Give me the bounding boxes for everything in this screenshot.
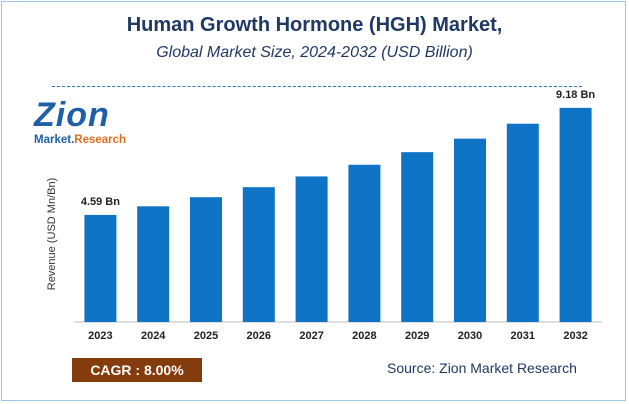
x-tick-label: 2031 [511, 330, 535, 342]
bar-2029 [401, 152, 434, 322]
x-tick-label: 2024 [141, 330, 166, 342]
data-label-2023: 4.59 Bn [81, 196, 120, 208]
bar-2032 [559, 107, 592, 322]
chart-subtitle: Global Market Size, 2024-2032 (USD Billi… [156, 44, 473, 61]
x-tick-label: 2029 [405, 330, 429, 342]
source-text: Source: Zion Market Research [387, 360, 577, 376]
bar-2031 [506, 123, 539, 322]
x-tick-label: 2027 [299, 330, 323, 342]
zion-logo: Zion Market.Research [32, 96, 136, 148]
x-tick-label: 2026 [247, 330, 271, 342]
data-label-2032: 9.18 Bn [556, 89, 595, 101]
x-tick-label: 2030 [458, 330, 482, 342]
bar-2023 [84, 214, 117, 322]
logo-sub-right: Research [74, 134, 127, 146]
x-tick-label: 2032 [563, 330, 587, 342]
chart-title: Human Growth Hormone (HGH) Market, [126, 14, 503, 36]
bar-2027 [295, 176, 328, 322]
logo-sub-left: Market. [34, 134, 75, 146]
x-tick-label: 2023 [88, 330, 112, 342]
bar-2028 [348, 164, 381, 322]
cagr-badge: CAGR : 8.00% [72, 358, 202, 382]
logo-subtitle: Market.Research [34, 134, 126, 146]
logo-brand-text: Zion [34, 96, 110, 134]
bar-2026 [242, 187, 275, 322]
bar-2025 [190, 197, 222, 322]
bar-2024 [137, 206, 170, 322]
x-tick-label: 2025 [194, 330, 218, 342]
title-divider [52, 86, 582, 87]
x-tick-label: 2028 [352, 330, 376, 342]
y-axis-label: Revenue (USD Mn/Bn) [46, 178, 58, 291]
bar-2030 [454, 138, 486, 322]
